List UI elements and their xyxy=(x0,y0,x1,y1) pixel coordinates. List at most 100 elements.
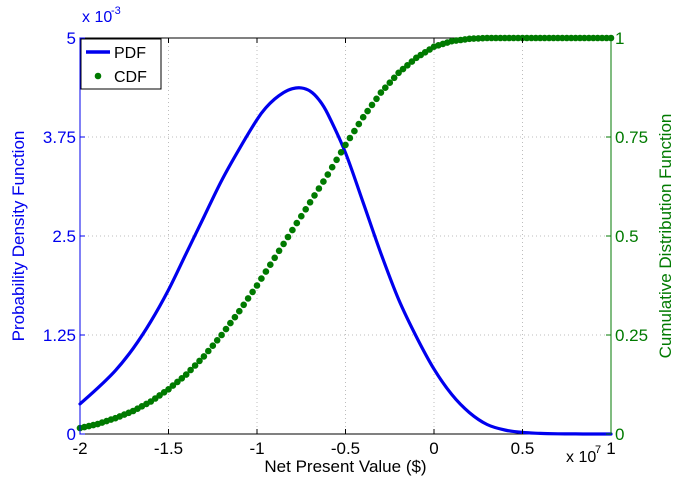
cdf-marker xyxy=(90,421,97,429)
y-right-tick-label: 1 xyxy=(615,29,624,48)
cdf-marker xyxy=(550,34,557,42)
x-tick-label: -1 xyxy=(249,439,264,458)
cdf-data-point xyxy=(359,113,367,121)
legend-pdf-label: PDF xyxy=(114,45,146,62)
cdf-data-point xyxy=(182,371,190,378)
cdf-marker xyxy=(461,36,469,43)
cdf-marker xyxy=(346,134,354,142)
cdf-marker xyxy=(209,342,217,350)
x-axis-title: Net Present Value ($) xyxy=(264,457,426,476)
cdf-marker xyxy=(311,192,318,199)
x-tick-label: -0.5 xyxy=(331,439,360,458)
cdf-marker xyxy=(444,39,451,46)
cdf-marker xyxy=(532,34,540,42)
cdf-marker xyxy=(320,178,327,185)
y-left-tick-label: 1.25 xyxy=(43,326,76,345)
y-right-tick-label: 0.75 xyxy=(615,128,648,147)
cdf-marker xyxy=(284,233,292,241)
cdf-marker xyxy=(514,34,522,42)
cdf-marker xyxy=(125,409,132,417)
x-axis-exponent-base: x 10 xyxy=(566,449,596,466)
cdf-marker xyxy=(315,185,323,192)
y-left-tick-label: 5 xyxy=(67,29,76,48)
cdf-marker xyxy=(187,366,194,374)
cdf-marker xyxy=(191,362,199,369)
cdf-marker xyxy=(262,268,270,275)
cdf-marker xyxy=(240,301,247,309)
x-tick-label: 1 xyxy=(606,439,615,458)
cdf-marker xyxy=(386,79,394,86)
cdf-data-point xyxy=(289,226,296,234)
cdf-marker xyxy=(107,416,115,423)
cdf-marker xyxy=(399,65,407,73)
cdf-marker xyxy=(355,120,363,128)
cdf-marker xyxy=(244,295,252,302)
cdf-marker xyxy=(479,34,487,42)
cdf-data-point xyxy=(271,254,279,262)
cdf-marker xyxy=(585,34,593,42)
cdf-data-point xyxy=(342,141,349,149)
y-right-tick-label: 0.25 xyxy=(615,326,648,345)
x-tick-label: -1.5 xyxy=(154,439,183,458)
x-axis-exponent-power: 7 xyxy=(595,444,601,456)
cdf-data-point xyxy=(324,171,332,178)
cdf-data-point xyxy=(218,331,225,339)
legend-cdf-marker-swatch xyxy=(94,72,102,80)
cdf-marker xyxy=(404,62,411,69)
cdf-marker xyxy=(368,101,376,109)
legend: PDF CDF xyxy=(80,38,162,90)
cdf-data-point xyxy=(253,282,261,289)
cdf-marker xyxy=(160,389,168,396)
cdf-marker xyxy=(280,240,287,248)
pdf-series-line xyxy=(78,86,613,436)
cdf-marker xyxy=(293,219,301,227)
grid xyxy=(80,38,611,434)
cdf-marker xyxy=(337,149,345,156)
legend-box xyxy=(80,38,162,90)
y-left-axis-title: Probability Density Function xyxy=(9,131,28,342)
cdf-marker xyxy=(205,347,212,355)
cdf-data-point xyxy=(306,199,314,206)
cdf-marker xyxy=(567,34,575,42)
cdf-marker xyxy=(390,74,398,82)
cdf-marker xyxy=(267,261,274,269)
cdf-marker xyxy=(298,212,305,220)
cdf-data-point xyxy=(200,353,208,360)
y-left-tick-label: 2.5 xyxy=(52,227,76,246)
cdf-marker xyxy=(222,325,230,333)
y-left-tick-label: 0 xyxy=(67,425,76,444)
legend-cdf-label: CDF xyxy=(114,69,147,86)
cdf-marker xyxy=(497,34,504,42)
cdf-marker xyxy=(249,288,256,296)
cdf-marker xyxy=(174,378,181,386)
cdf-marker xyxy=(258,275,265,282)
cdf-marker xyxy=(426,46,433,53)
cdf-marker xyxy=(169,382,177,389)
cdf-marker xyxy=(364,107,371,115)
cdf-marker xyxy=(178,375,186,382)
cdf-marker xyxy=(213,337,221,344)
x-tick-label: 0 xyxy=(429,439,438,458)
x-tick-label: -2 xyxy=(72,439,87,458)
y-right-tick-label: 0 xyxy=(615,425,624,444)
cdf-marker xyxy=(231,313,239,321)
y-left-tick-label: 3.75 xyxy=(43,128,76,147)
cdf-marker xyxy=(382,84,389,91)
cdf-marker xyxy=(351,127,358,135)
ticks-layer: -2 -1.5 -1 -0.5 0 0.5 101.252.53.75500.250.50.… xyxy=(43,29,648,458)
cdf-marker xyxy=(302,206,310,213)
y-axis-exponent-base: x 10 xyxy=(82,9,112,26)
cdf-marker xyxy=(328,163,336,171)
y-right-axis-title: Cumulative Distribution Function xyxy=(656,114,675,359)
y-axis-exponent-power: -3 xyxy=(111,5,121,17)
cdf-marker xyxy=(373,95,380,103)
cdf-data-point xyxy=(236,307,243,315)
cdf-data-point xyxy=(395,69,402,77)
series-layer xyxy=(76,34,615,436)
cdf-marker xyxy=(227,319,234,327)
cdf-data-point xyxy=(377,89,385,96)
y-right-tick-label: 0.5 xyxy=(615,227,639,246)
cdf-marker xyxy=(275,247,283,255)
